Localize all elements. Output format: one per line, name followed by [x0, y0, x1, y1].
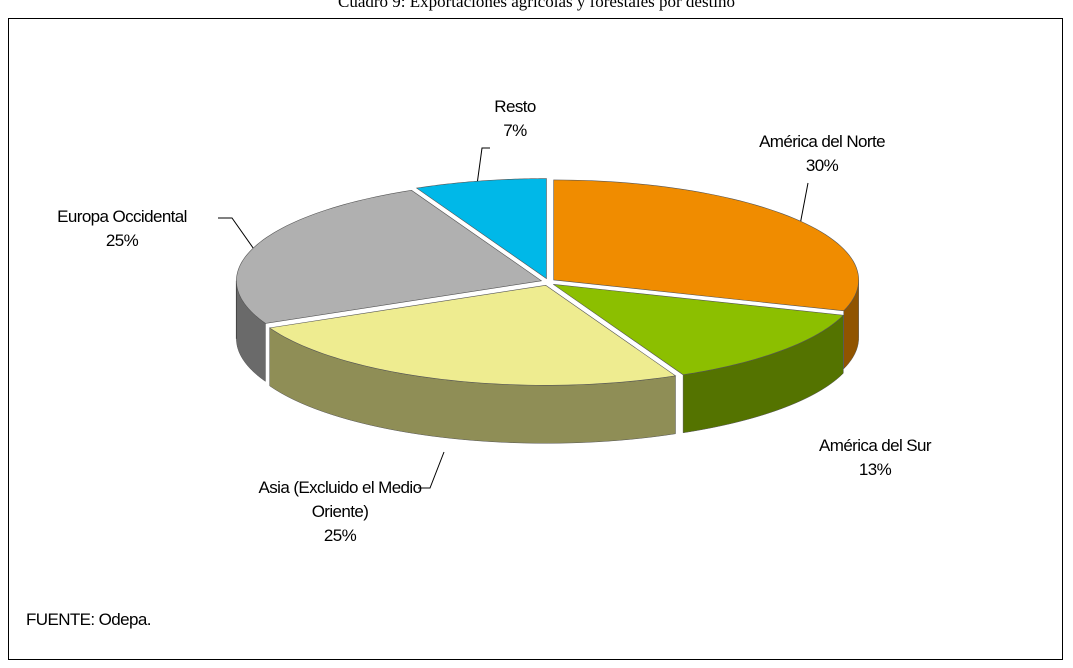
- label-value: 25%: [105, 231, 139, 250]
- label-name: Europa Occidental: [57, 207, 187, 226]
- leader-line: [218, 217, 257, 253]
- label-name: Asia (Excluido el Medio Oriente): [258, 478, 423, 521]
- slice-label: América del Sur 13%: [819, 434, 932, 482]
- leader-line: [418, 451, 445, 489]
- slice-label: Asia (Excluido el Medio Oriente) 25%: [245, 476, 435, 548]
- leader-line: [799, 182, 809, 226]
- pie: [235, 178, 859, 444]
- label-value: 25%: [323, 526, 357, 545]
- label-name: Resto: [494, 97, 536, 116]
- leader-line: [475, 147, 490, 193]
- slice-label: América del Norte 30%: [759, 130, 885, 178]
- pie-slice: [236, 190, 543, 324]
- frame: [8, 18, 1063, 660]
- label-name: América del Sur: [819, 436, 932, 455]
- source-note: FUENTE: Odepa.: [26, 610, 151, 629]
- pie-slice: [553, 179, 859, 312]
- pie-slice: [553, 284, 844, 376]
- label-value: 30%: [805, 156, 839, 175]
- pie-slice: [268, 284, 677, 386]
- slice-label: Europa Occidental 25%: [57, 205, 187, 253]
- label-value: 7%: [503, 121, 527, 140]
- label-name: América del Norte: [759, 132, 885, 151]
- chart-title: Cuadro 9: Exportaciones agrícolas y fore…: [337, 0, 736, 11]
- leader-lines: [218, 147, 809, 489]
- slice-label: Resto 7%: [494, 95, 536, 143]
- label-value: 13%: [858, 460, 892, 479]
- pie-slice: [415, 178, 547, 280]
